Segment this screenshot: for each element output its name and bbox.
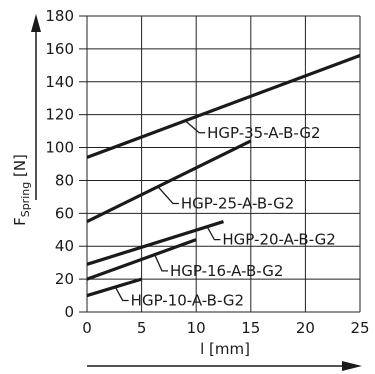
series-lines: [86, 53, 361, 298]
x-tick-label-2: 10: [187, 319, 206, 337]
tick-labels: 0 20 40 60 80 100 120 140 160 180 0 5 10 15 20 25: [45, 7, 369, 337]
x-axis-arrowhead: [342, 361, 362, 371]
series-label-0: HGP-35-A-B-G2: [207, 124, 320, 142]
series-leader-1: [157, 186, 179, 205]
series-leader-2: [206, 226, 221, 241]
series-label-3: HGP-16-A-B-G2: [170, 262, 283, 280]
y-tick-label-1: 20: [55, 270, 74, 288]
x-tick-label-4: 20: [296, 319, 315, 337]
series-line-1: [86, 139, 252, 223]
series-labels: HGP-35-A-B-G2 HGP-25-A-B-G2 HGP-20-A-B-G2 H…: [131, 124, 336, 310]
series-leader-3: [154, 254, 168, 272]
x-tick-label-5: 25: [350, 319, 369, 337]
x-axis-label: l [mm]: [200, 340, 250, 358]
series-label-leaders: [114, 120, 221, 302]
y-axis-label-unit: [N]: [11, 154, 29, 182]
y-tick-label-9: 180: [45, 7, 74, 25]
x-tick-label-0: 0: [82, 319, 92, 337]
y-axis-label: FSpring [N]: [11, 154, 32, 226]
axes: [31, 14, 362, 371]
y-axis-arrowhead: [31, 14, 41, 32]
grid: [86, 15, 361, 313]
series-line-0: [86, 53, 361, 159]
y-tick-label-2: 40: [55, 237, 74, 255]
y-tick-label-3: 60: [55, 204, 74, 222]
x-tick-label-3: 15: [241, 319, 260, 337]
series-leader-0: [184, 120, 206, 134]
y-axis-label-base: F: [11, 217, 29, 226]
y-axis-label-sub: Spring: [19, 182, 32, 218]
y-tick-label-8: 160: [45, 40, 74, 58]
series-label-2: HGP-20-A-B-G2: [222, 231, 335, 249]
y-tick-label-5: 100: [45, 139, 74, 157]
series-line-2: [86, 220, 224, 266]
series-line-3: [86, 238, 197, 281]
y-tick-label-7: 140: [45, 73, 74, 91]
y-tick-label-4: 80: [55, 171, 74, 189]
series-label-4: HGP-10-A-B-G2: [131, 291, 244, 309]
series-label-1: HGP-25-A-B-G2: [181, 194, 294, 212]
y-tick-label-0: 0: [64, 303, 74, 321]
x-tick-label-1: 5: [137, 319, 147, 337]
series-line-4: [86, 277, 143, 298]
y-tick-label-6: 120: [45, 106, 74, 124]
series-leader-4: [114, 286, 129, 302]
